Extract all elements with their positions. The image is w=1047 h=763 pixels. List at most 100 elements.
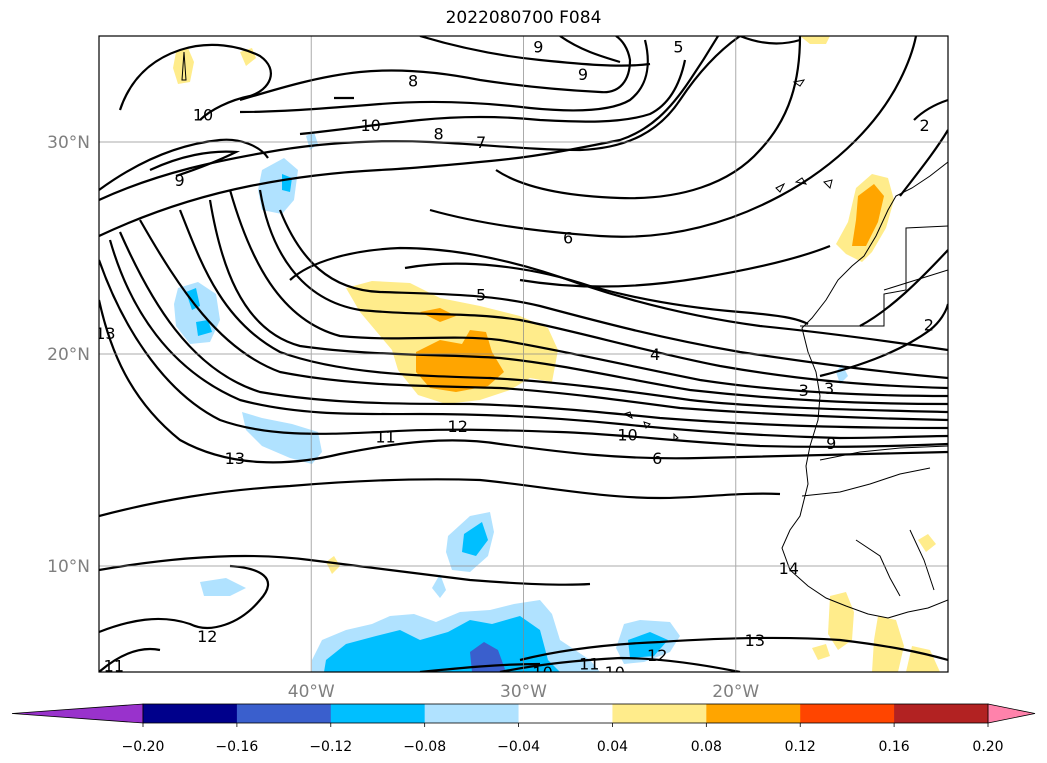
contour-label: 11 [104,657,124,676]
contour-line [278,209,948,380]
contour-label: 12 [647,646,667,665]
contour-label: 6 [563,228,573,247]
colorbar-swatch [236,704,332,723]
negative-anomaly-region [200,578,246,596]
coastline-africa [781,161,948,619]
contour-label: 10 [605,663,625,682]
contour-line [99,478,781,518]
contour-line [299,59,687,136]
contour-label: 7 [476,133,486,152]
contour-label: 10 [361,116,381,135]
contour-label: 10 [532,663,552,682]
positive-anomaly-region [326,556,340,574]
colorbar-swatch [894,704,989,723]
contour-line [404,262,809,325]
contour-line [99,647,161,672]
contour-label: 10 [193,105,213,124]
positive-anomaly-region [812,644,830,660]
contour-line [519,244,831,288]
negative-anomaly-region [432,574,446,598]
positive-anomaly-region [800,36,830,44]
contour-line [99,299,948,464]
contour-label: 8 [434,125,444,144]
colorbar-tick-label: −0.12 [309,739,352,755]
contour-label: 3 [799,381,809,400]
contour-line [228,189,948,398]
contour-line [149,150,241,178]
map-grid [99,36,948,672]
colorbar-swatch [706,704,801,723]
contour-label: 11 [579,655,599,674]
contour-label: 9 [175,171,185,190]
contour-label: 13 [745,631,765,650]
colorbar-swatch [518,704,613,723]
contour-label: 10 [617,426,637,445]
contour-label: 9 [826,434,836,453]
colorbar-frame [142,703,989,724]
map-frame [98,35,949,673]
contour-line [499,656,741,672]
contour-line [239,36,632,102]
negative-anomaly-region [836,364,848,384]
contour-label: 14 [779,559,799,578]
colorbar-swatch [612,704,707,723]
negative-anomaly-core [462,522,488,556]
contour-line [899,129,948,197]
border-line [909,529,935,591]
contour-line [495,36,802,200]
colorbar-tick-label: −0.16 [215,739,258,755]
contour-line [99,36,719,237]
contour-label: 2 [920,116,930,135]
contour-line [99,138,269,191]
border-line [883,269,948,291]
positive-anomaly-region [872,616,904,672]
contour-line [819,303,948,378]
positive-anomaly-core [852,184,884,246]
contour-line [118,43,272,121]
contour-line [99,36,741,201]
contour-label: 4 [650,345,660,364]
contour-line [913,98,948,121]
negative-anomaly-region [258,158,298,214]
coastline-layer [181,51,948,619]
contour-line [419,662,541,672]
positive-anomaly-region [918,534,936,552]
contour-label: 13 [225,449,245,468]
border-line [800,225,948,327]
island-madeira [792,79,806,87]
contour-label: 9 [533,38,543,57]
contour-line [99,564,270,634]
contour-label: 6 [652,449,662,468]
colorbar-tick-label: 0.04 [597,739,628,755]
contour-label: 8 [408,72,418,91]
lon-tick-label: 20°W [712,682,759,702]
colorbar-tick-label: −0.04 [497,739,540,755]
lat-tick-label: 30°N [47,133,90,153]
contour-layer [99,36,948,672]
colorbar-tick-label: −0.08 [403,739,446,755]
contour-label: 5 [476,286,486,305]
contour-line [108,239,948,440]
lat-tick-label: 10°N [47,557,90,577]
lon-tick-label: 40°W [288,682,335,702]
colorbar-swatch [800,704,895,723]
contour-label: 12 [448,417,468,436]
negative-anomaly-core [628,632,668,658]
contour-label: 2 [924,315,934,334]
contour-line [239,39,649,114]
colorbar-tick-label: 0.16 [879,739,910,755]
contour-line [739,36,801,45]
contour-line [118,231,948,430]
border-line [819,445,948,461]
contour-label: 13 [95,324,115,343]
border-line [855,539,901,597]
contour-line [419,36,651,67]
contour-line [859,249,948,327]
colorbar-tick-label: 0.12 [785,739,816,755]
contour-label: 12 [197,627,217,646]
contour-line [99,259,948,448]
axis-tick-labels: 40°W 30°W 20°W 30°N 20°N 10°N [47,133,759,702]
map-title: 2022080700 F084 [445,8,602,28]
